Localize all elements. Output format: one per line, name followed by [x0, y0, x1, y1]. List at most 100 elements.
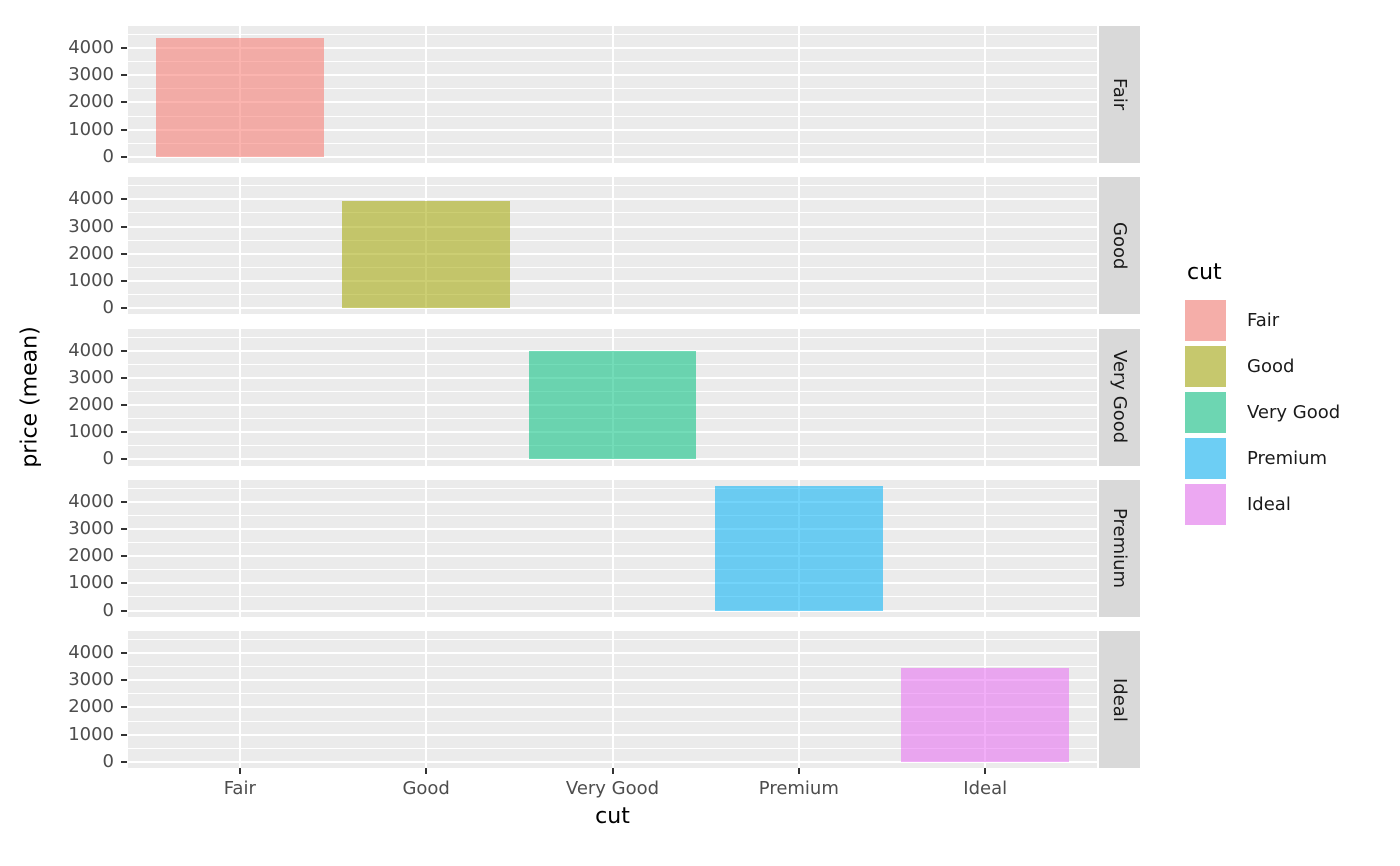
x-tick-label-fair: Fair — [223, 778, 256, 799]
legend-label: Good — [1247, 356, 1295, 377]
y-tick-label: 0 — [102, 297, 114, 319]
major-gridline-x — [797, 631, 800, 768]
x-tick-label-premium: Premium — [758, 778, 839, 799]
x-tick-mark — [425, 768, 428, 774]
major-gridline-x — [425, 26, 428, 163]
major-gridline-x — [425, 479, 428, 617]
facet-strip-label: Good — [1109, 222, 1130, 270]
facet-strip-label: Very Good — [1109, 350, 1130, 444]
major-gridline-x — [797, 177, 800, 315]
y-tick-label: 3000 — [68, 215, 114, 237]
x-tick-label-very-good: Very Good — [565, 778, 660, 799]
y-tick-mark — [121, 458, 127, 461]
y-tick-mark — [121, 252, 127, 255]
y-tick-label: 0 — [102, 448, 114, 470]
x-tick-label-good: Good — [402, 778, 450, 799]
legend-swatch-fill — [1185, 484, 1226, 525]
legend-label: Fair — [1247, 310, 1280, 331]
y-tick-label: 1000 — [68, 118, 114, 140]
y-tick-label: 3000 — [68, 64, 114, 86]
major-gridline-x — [611, 631, 614, 768]
y-tick-mark — [121, 582, 127, 585]
legend-label: Ideal — [1247, 494, 1291, 515]
facet-panel-premium — [128, 479, 1097, 617]
facet-strip-label: Ideal — [1109, 677, 1130, 722]
legend-swatch-very-good — [1185, 392, 1226, 433]
y-tick-mark — [121, 403, 127, 406]
y-tick-mark — [121, 706, 127, 709]
x-tick-mark — [238, 768, 241, 774]
legend: cut Fair Good Very Good Premium Ideal — [1185, 260, 1340, 530]
y-tick-mark — [121, 376, 127, 379]
facet-strip-label: Fair — [1109, 78, 1130, 111]
legend-label: Very Good — [1247, 402, 1341, 423]
bar-premium — [714, 485, 883, 611]
legend-swatch-fill — [1185, 392, 1226, 433]
y-tick-label: 0 — [102, 750, 114, 772]
y-tick-mark — [121, 760, 127, 763]
major-gridline-x — [611, 26, 614, 163]
y-tick-mark — [121, 74, 127, 77]
facet-strip-good: Good — [1099, 177, 1140, 315]
y-tick-label: 0 — [102, 599, 114, 621]
major-gridline-x — [797, 26, 800, 163]
y-tick-mark — [121, 555, 127, 558]
facet-strip-label: Premium — [1109, 508, 1130, 589]
y-tick-mark — [121, 679, 127, 682]
major-gridline-x — [238, 479, 241, 617]
bar-fair — [155, 38, 324, 157]
major-gridline-x — [238, 177, 241, 315]
y-tick-label: 3000 — [68, 669, 114, 691]
major-gridline-x — [984, 479, 987, 617]
y-tick-mark — [121, 349, 127, 352]
legend-swatch-fill — [1185, 438, 1226, 479]
y-tick-label: 4000 — [68, 37, 114, 59]
y-tick-mark — [121, 101, 127, 104]
legend-title: cut — [1187, 260, 1222, 285]
y-tick-mark — [121, 198, 127, 201]
major-gridline-x — [425, 328, 428, 466]
major-gridline-x — [797, 328, 800, 466]
y-tick-mark — [121, 733, 127, 736]
y-tick-mark — [121, 128, 127, 131]
major-gridline-x — [238, 328, 241, 466]
x-tick-label-ideal: Ideal — [963, 778, 1008, 799]
y-tick-label: 3000 — [68, 518, 114, 540]
legend-item-fair: Fair — [1185, 300, 1340, 341]
facet-panel-good — [128, 177, 1097, 315]
x-axis-title: cut — [595, 804, 630, 829]
y-tick-label: 0 — [102, 145, 114, 167]
major-gridline-x — [984, 328, 987, 466]
y-tick-label: 3000 — [68, 366, 114, 388]
y-tick-label: 4000 — [68, 339, 114, 361]
legend-items: Fair Good Very Good Premium Ideal — [1185, 300, 1340, 525]
bar-ideal — [901, 667, 1070, 762]
y-tick-label: 2000 — [68, 545, 114, 567]
major-gridline-x — [984, 26, 987, 163]
y-tick-label: 2000 — [68, 242, 114, 264]
bar-very-good — [528, 351, 697, 460]
legend-swatch-fill — [1185, 346, 1226, 387]
y-tick-label: 1000 — [68, 421, 114, 443]
y-tick-mark — [121, 47, 127, 50]
y-tick-label: 2000 — [68, 393, 114, 415]
major-gridline-x — [611, 177, 614, 315]
y-tick-mark — [121, 609, 127, 612]
legend-swatch-premium — [1185, 438, 1226, 479]
major-gridline-x — [984, 177, 987, 315]
facet-strip-fair: Fair — [1099, 26, 1140, 163]
facet-strip-ideal: Ideal — [1099, 631, 1140, 768]
y-tick-mark — [121, 652, 127, 655]
facet-panel-fair — [128, 26, 1097, 163]
y-tick-mark — [121, 307, 127, 310]
y-tick-mark — [121, 225, 127, 228]
legend-label: Premium — [1247, 448, 1328, 469]
legend-swatch-fill — [1185, 300, 1226, 341]
major-gridline-x — [611, 479, 614, 617]
facet-panel-ideal — [128, 631, 1097, 768]
y-tick-label: 2000 — [68, 91, 114, 113]
facet-panel-very-good — [128, 328, 1097, 466]
legend-swatch-good — [1185, 346, 1226, 387]
y-tick-label: 1000 — [68, 572, 114, 594]
